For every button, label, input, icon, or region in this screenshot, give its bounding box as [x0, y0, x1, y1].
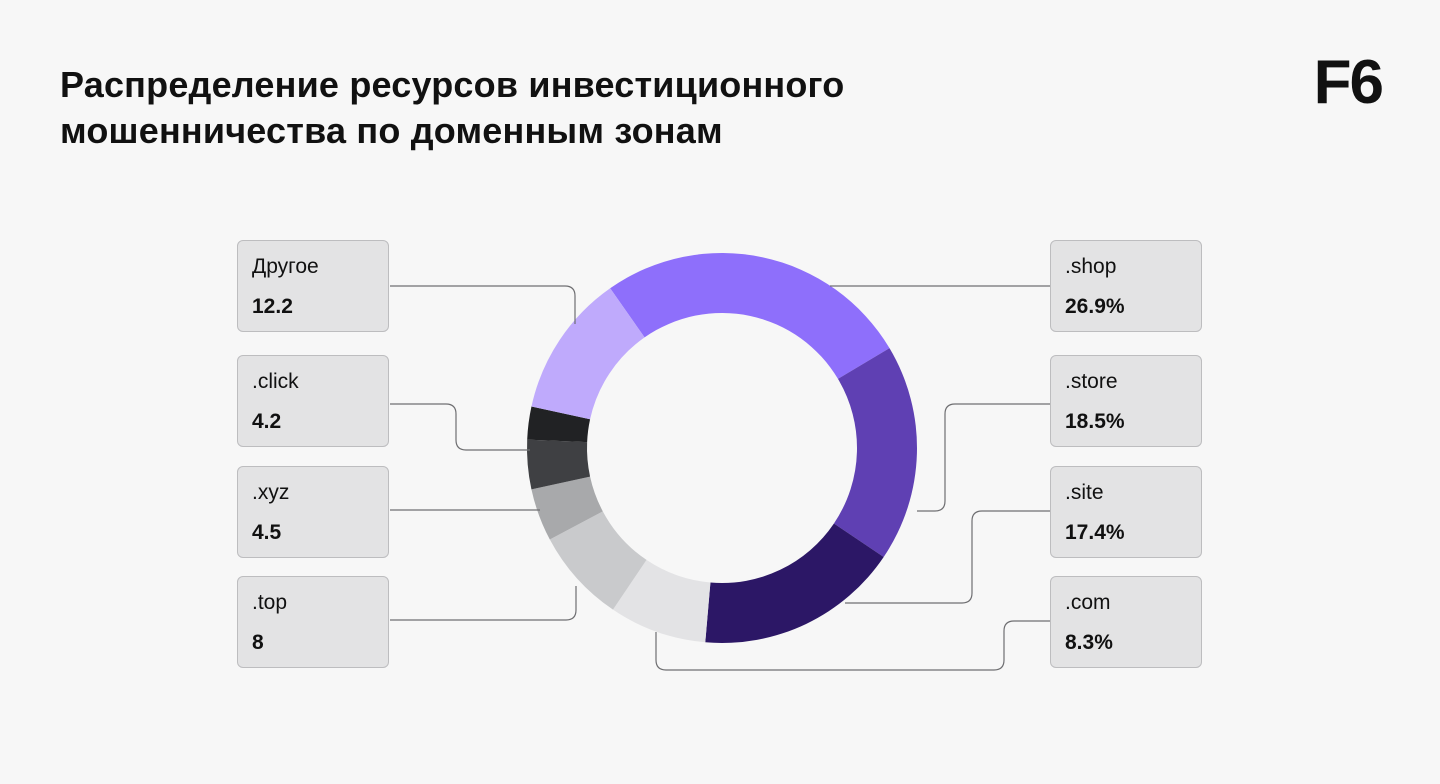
- leader-site: [845, 510, 1050, 604]
- label-value: 12.2: [252, 295, 293, 318]
- label-name: .click: [252, 370, 299, 393]
- donut-slice-shop: [610, 253, 890, 379]
- label-box-other: Другое 12.2: [237, 240, 389, 332]
- label-value: 18.5%: [1065, 410, 1125, 433]
- leader-top: [390, 586, 577, 621]
- chart-title-line-2: мошенничества по доменным зонам: [60, 110, 723, 151]
- f6-logo: F6: [1313, 48, 1384, 117]
- label-name: Другое: [252, 255, 319, 278]
- label-box-shop: .shop 26.9%: [1050, 240, 1202, 332]
- label-value: 8: [252, 631, 264, 654]
- label-value: 17.4%: [1065, 521, 1125, 544]
- label-name: .com: [1065, 591, 1111, 614]
- label-box-com: .com 8.3%: [1050, 576, 1202, 668]
- donut-slice-store: [833, 348, 917, 558]
- label-name: .site: [1065, 481, 1104, 504]
- donut-slice-Другое: [531, 288, 645, 420]
- label-box-xyz: .xyz 4.5: [237, 466, 389, 558]
- leader-lines: [390, 285, 1050, 671]
- leader-store: [917, 403, 1050, 512]
- label-box-site: .site 17.4%: [1050, 466, 1202, 558]
- leader-other: [390, 285, 576, 324]
- label-value: 4.2: [252, 410, 282, 433]
- label-name: .top: [252, 591, 288, 614]
- label-name: .store: [1065, 370, 1118, 393]
- label-box-click: .click 4.2: [237, 355, 389, 447]
- label-name: .shop: [1065, 255, 1117, 278]
- chart-title-line-1: Распределение ресурсов инвестиционного: [60, 64, 845, 105]
- label-box-store: .store 18.5%: [1050, 355, 1202, 447]
- label-value: 4.5: [252, 521, 282, 544]
- donut-slices: [527, 253, 917, 643]
- leader-click: [390, 403, 530, 451]
- donut-slice-click: [527, 439, 591, 490]
- leader-com: [655, 620, 1050, 671]
- donut-slice-top: [549, 511, 647, 610]
- donut-slice-site: [705, 523, 884, 643]
- label-name: .xyz: [252, 481, 290, 504]
- label-value: 26.9%: [1065, 295, 1125, 318]
- donut-slice-com: [612, 559, 711, 643]
- label-box-top: .top 8: [237, 576, 389, 668]
- donut-slice-xyz: [531, 476, 603, 540]
- label-value: 8.3%: [1065, 631, 1113, 654]
- chart-title: Распределение ресурсов инвестиционного м…: [60, 62, 960, 154]
- donut-slice-unlabeled: [527, 406, 591, 443]
